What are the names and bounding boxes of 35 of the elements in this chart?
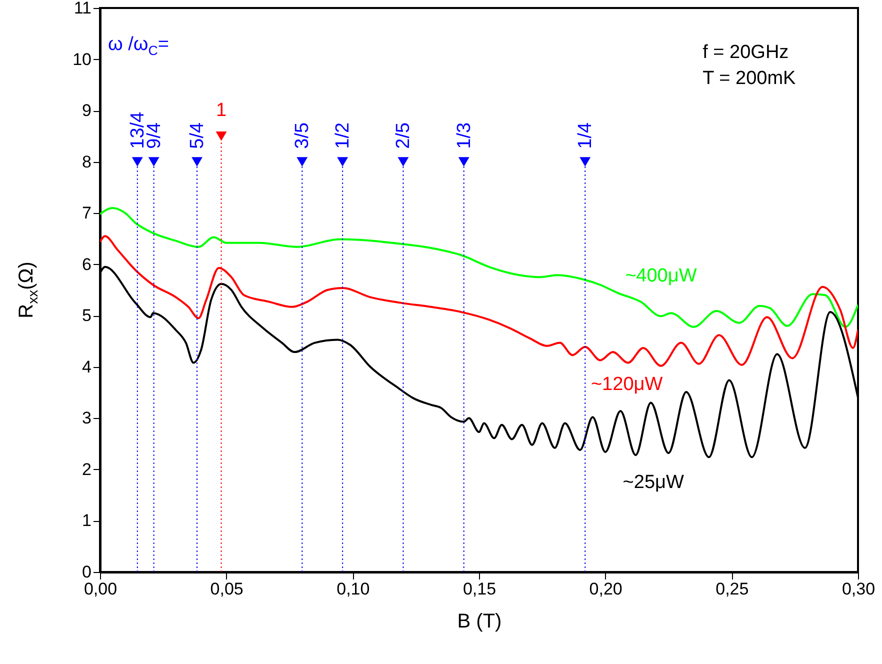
x-tick-label: 0,10 (336, 580, 370, 598)
y-tick-label: 11 (74, 0, 92, 18)
annotation: 2/5 (393, 122, 414, 149)
y-tick-label: 7 (82, 204, 92, 223)
x-tick-label: 0,20 (589, 580, 622, 598)
annotation: 1 (216, 100, 227, 122)
annotation: 3/5 (292, 122, 314, 149)
series-label: ~25μW (622, 472, 684, 493)
y-tick-label: 9 (82, 101, 92, 120)
y-tick-label: 3 (82, 408, 92, 428)
line-series (100, 206, 858, 328)
y-tick-label: 1 (82, 511, 92, 530)
y-tick-label: 2 (82, 460, 92, 479)
annotation: T = 200mK (702, 68, 796, 90)
annotation: ω /ω$_{C}$= (108, 34, 169, 58)
y-tick-label: 6 (82, 254, 92, 274)
annotation: 1/2 (332, 122, 354, 149)
series-label: ~400μW (625, 265, 697, 286)
y-tick-label: 0 (82, 562, 92, 582)
x-tick-label: 0,15 (462, 580, 496, 598)
annotation: 9/4 (144, 122, 165, 149)
x-tick-label: 0,30 (842, 580, 876, 598)
x-tick-label: 0,25 (716, 580, 749, 598)
x-tick-label: 0,05 (210, 580, 244, 598)
y-tick-label: 10 (72, 50, 92, 69)
x-tick-label: 0,00 (84, 580, 118, 598)
y-tick-label: 8 (82, 152, 92, 172)
x-axis-title: B (T) (457, 610, 502, 632)
y-tick-label: 5 (82, 306, 92, 326)
series-label: ~120μW (590, 374, 663, 396)
annotation: 1/3 (454, 122, 475, 149)
annotation: f = 20GHz (702, 42, 789, 64)
annotation: 1/4 (575, 122, 596, 149)
annotation: 5/4 (187, 122, 208, 149)
y-tick-label: 4 (82, 357, 92, 376)
